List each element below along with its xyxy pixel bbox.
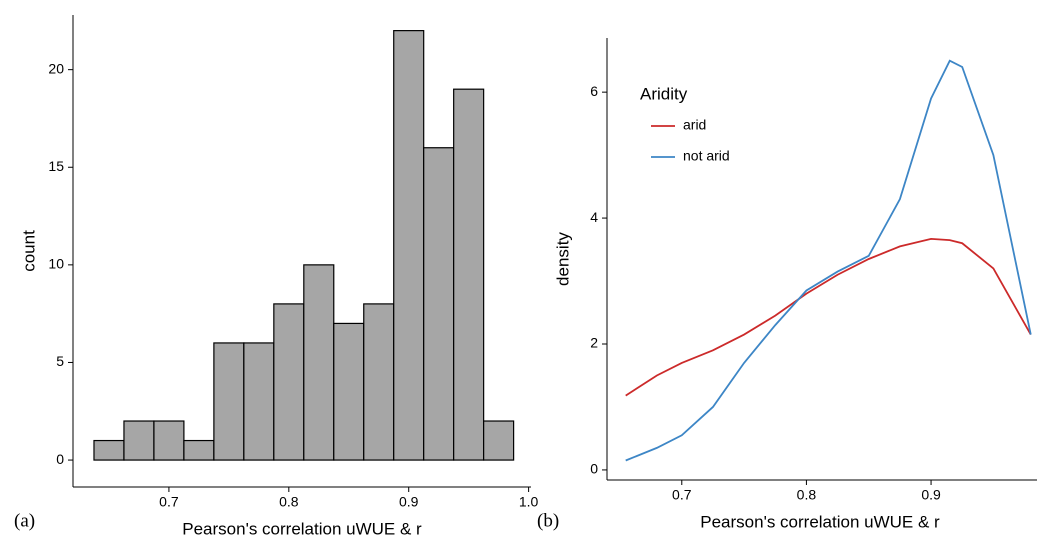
bar [273,303,305,461]
bar [483,420,515,461]
bar [183,439,215,461]
x-axis-title: Pearson's correlation uWUE & r [182,519,422,538]
y-tick-label: 6 [590,83,598,99]
panel-label: (a) [14,510,35,531]
x-tick-label: 0.7 [159,494,179,510]
y-tick-label: 5 [56,353,64,369]
bar [303,264,335,461]
y-tick-label: 4 [590,209,598,225]
y-tick-label: 0 [56,451,64,467]
bar [333,322,365,461]
y-tick-label: 0 [590,461,598,477]
bar [453,88,485,461]
y-axis-title: count [19,230,38,272]
density-line [625,59,1032,462]
y-tick-label: 2 [590,335,598,351]
bar [243,342,275,461]
bar [393,30,425,461]
x-tick-label: 0.8 [279,494,299,510]
y-tick-label: 10 [48,256,64,272]
bar [93,439,125,461]
bar [423,147,455,461]
x-tick-label: 0.9 [399,494,419,510]
legend-title: Aridity [640,84,688,103]
bar [153,420,185,461]
y-tick-label: 20 [48,60,64,76]
x-axis-title: Pearson's correlation uWUE & r [700,512,940,531]
x-tick-label: 0.8 [797,487,817,503]
legend-label: not arid [683,148,730,164]
legend-label: arid [683,117,706,133]
x-tick-label: 0.9 [921,487,941,503]
x-tick-label: 1.0 [519,494,539,510]
y-axis-title: density [553,232,572,286]
bar [363,303,395,461]
y-tick-label: 15 [48,158,64,174]
bar [213,342,245,461]
panel-label: (b) [537,510,559,531]
density-line [625,237,1032,397]
x-tick-label: 0.7 [672,487,692,503]
bar [123,420,155,461]
